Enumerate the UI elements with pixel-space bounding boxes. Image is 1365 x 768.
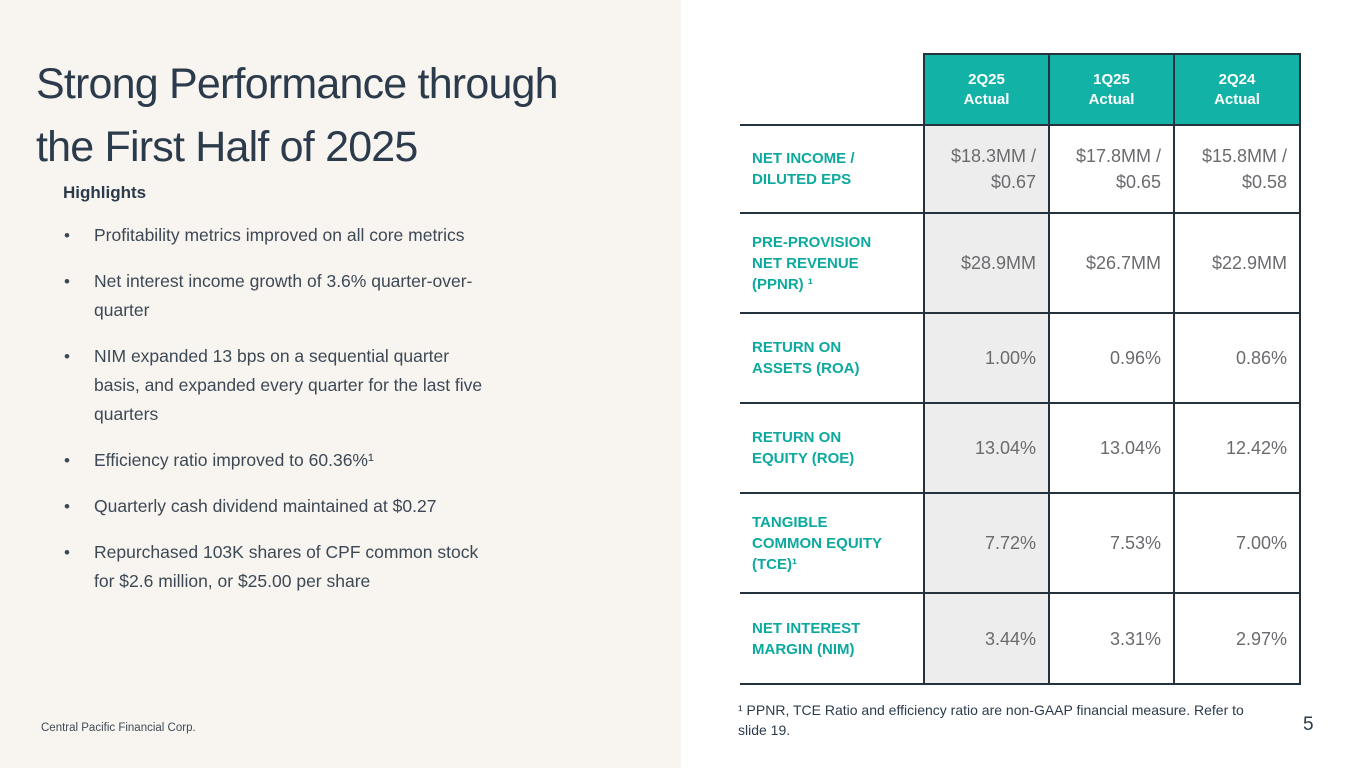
- bullet-dot-icon: •: [64, 497, 70, 516]
- row-label-nim: NET INTEREST MARGIN (NIM): [740, 592, 925, 685]
- bullet-dot-icon: •: [64, 451, 70, 470]
- slide-title: Strong Performance through the First Hal…: [36, 59, 559, 171]
- metric-value: $22.9MM: [1173, 212, 1301, 314]
- highlight-bullet: • Repurchased 103K shares of CPF common s…: [63, 538, 623, 596]
- row-label-tce: TANGIBLE COMMON EQUITY (TCE)¹: [740, 492, 925, 594]
- metric-value: $18.3MM / $0.67: [923, 124, 1050, 214]
- metric-value: 0.86%: [1173, 312, 1301, 404]
- highlight-text: Net interest income growth of 3.6% quart…: [94, 271, 473, 320]
- highlights-heading: Highlights: [63, 183, 147, 202]
- table-row: RETURN ON EQUITY (ROE) 13.04% 13.04% 12.…: [740, 402, 1301, 494]
- footnote: ¹ PPNR, TCE Ratio and efficiency ratio a…: [738, 702, 1244, 738]
- row-label-net-income: NET INCOME / DILUTED EPS: [740, 124, 925, 214]
- metric-value: 0.96%: [1048, 312, 1175, 404]
- column-header-2q25: 2Q25 Actual: [923, 53, 1050, 126]
- column-header-2q24: 2Q24 Actual: [1173, 53, 1301, 126]
- metric-value: 1.00%: [923, 312, 1050, 404]
- highlight-text: Efficiency ratio improved to 60.36%¹: [94, 450, 374, 470]
- row-label-ppnr: PRE-PROVISION NET REVENUE (PPNR) ¹: [740, 212, 925, 314]
- table-row: NET INTEREST MARGIN (NIM) 3.44% 3.31% 2.…: [740, 592, 1301, 685]
- bullet-dot-icon: •: [64, 543, 70, 562]
- column-header-1q25: 1Q25 Actual: [1048, 53, 1175, 126]
- metric-value: $28.9MM: [923, 212, 1050, 314]
- metric-value: $26.7MM: [1048, 212, 1175, 314]
- metric-value: 3.44%: [923, 592, 1050, 685]
- metric-value: 12.42%: [1173, 402, 1301, 494]
- table-row: RETURN ON ASSETS (ROA) 1.00% 0.96% 0.86%: [740, 312, 1301, 404]
- highlight-bullet: • Quarterly cash dividend maintained at $…: [63, 492, 623, 521]
- row-label-roe: RETURN ON EQUITY (ROE): [740, 402, 925, 494]
- highlight-bullet: • NIM expanded 13 bps on a sequential qua…: [63, 342, 623, 429]
- metric-value: $15.8MM / $0.58: [1173, 124, 1301, 214]
- bullet-dot-icon: •: [64, 347, 70, 366]
- page-number: 5: [1303, 714, 1314, 735]
- left-panel: Strong Performance through the First Hal…: [0, 0, 681, 768]
- metric-value: 7.53%: [1048, 492, 1175, 594]
- highlight-bullet: • Efficiency ratio improved to 60.36%¹: [63, 446, 623, 475]
- company-footer: Central Pacific Financial Corp.: [41, 722, 196, 734]
- highlight-text: NIM expanded 13 bps on a sequential quar…: [94, 346, 483, 424]
- highlight-bullet: • Net interest income growth of 3.6% quar…: [63, 267, 623, 325]
- metric-value: 13.04%: [1048, 402, 1175, 494]
- metric-value: 7.72%: [923, 492, 1050, 594]
- metric-value: 7.00%: [1173, 492, 1301, 594]
- bullet-dot-icon: •: [64, 226, 70, 245]
- bullet-dot-icon: •: [64, 272, 70, 291]
- highlight-text: Repurchased 103K shares of CPF common st…: [94, 542, 479, 591]
- highlight-text: Quarterly cash dividend maintained at $0…: [94, 496, 437, 516]
- metric-value: $17.8MM / $0.65: [1048, 124, 1175, 214]
- table-row: PRE-PROVISION NET REVENUE (PPNR) ¹ $28.9…: [740, 212, 1301, 314]
- highlight-text: Profitability metrics improved on all co…: [94, 225, 465, 245]
- highlights-list: • Profitability metrics improved on all c…: [63, 221, 623, 613]
- highlight-bullet: • Profitability metrics improved on all c…: [63, 221, 623, 250]
- metric-value: 13.04%: [923, 402, 1050, 494]
- row-label-roa: RETURN ON ASSETS (ROA): [740, 312, 925, 404]
- table-row: NET INCOME / DILUTED EPS $18.3MM / $0.67…: [740, 124, 1301, 214]
- table-corner-cell: [740, 54, 924, 125]
- metric-value: 2.97%: [1173, 592, 1301, 685]
- metrics-table: 2Q25 Actual 1Q25 Actual 2Q24 Actual NET …: [740, 53, 1301, 685]
- table-row: TANGIBLE COMMON EQUITY (TCE)¹ 7.72% 7.53…: [740, 492, 1301, 594]
- metric-value: 3.31%: [1048, 592, 1175, 685]
